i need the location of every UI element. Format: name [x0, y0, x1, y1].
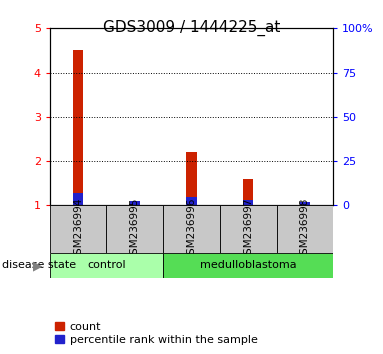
Text: GSM236997: GSM236997 [243, 198, 253, 261]
Text: GSM236996: GSM236996 [187, 198, 196, 261]
Text: disease state: disease state [2, 261, 76, 270]
Text: ▶: ▶ [33, 259, 43, 272]
FancyBboxPatch shape [163, 205, 220, 253]
Text: GSM236995: GSM236995 [130, 198, 140, 261]
Text: medulloblastoma: medulloblastoma [200, 261, 296, 270]
Bar [187, 198, 196, 205]
Bar [300, 202, 310, 205]
Bar [73, 51, 83, 205]
Legend: count, percentile rank within the sample: count, percentile rank within the sample [56, 321, 258, 345]
FancyBboxPatch shape [106, 205, 163, 253]
Text: GDS3009 / 1444225_at: GDS3009 / 1444225_at [103, 19, 280, 36]
FancyBboxPatch shape [50, 205, 106, 253]
Bar [243, 179, 253, 205]
FancyBboxPatch shape [163, 253, 333, 278]
Text: GSM236998: GSM236998 [300, 198, 310, 261]
FancyBboxPatch shape [277, 205, 333, 253]
Bar [243, 200, 253, 205]
Bar [73, 193, 83, 205]
FancyBboxPatch shape [220, 205, 277, 253]
Text: control: control [87, 261, 126, 270]
Text: GSM236994: GSM236994 [73, 198, 83, 261]
Bar [130, 201, 140, 205]
Bar [187, 152, 196, 205]
FancyBboxPatch shape [50, 253, 163, 278]
